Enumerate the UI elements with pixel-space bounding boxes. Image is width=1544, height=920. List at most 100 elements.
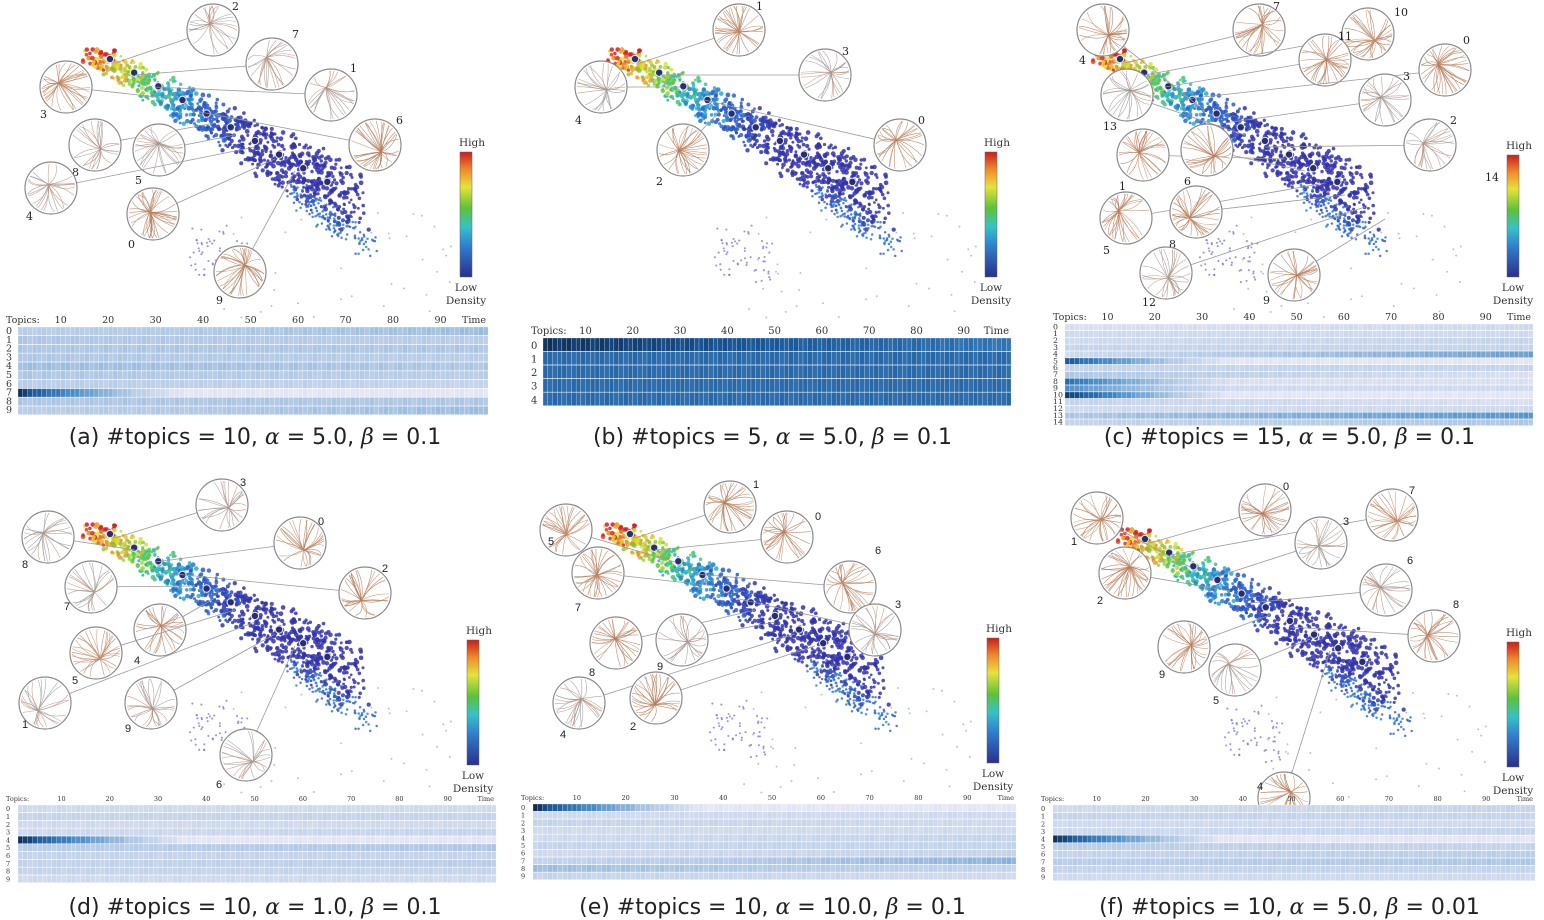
scatter-point <box>200 243 203 246</box>
heatmap-cell <box>112 353 118 362</box>
scatter-point <box>787 158 791 162</box>
scatter-point <box>212 134 216 138</box>
heatmap-cell <box>623 365 629 379</box>
heatmap-cell <box>127 344 133 354</box>
scatter-point <box>817 154 822 159</box>
topic-glyph[interactable]: 9 <box>213 170 296 307</box>
heatmap-cell <box>103 353 109 362</box>
topic-glyph[interactable]: 2 <box>656 110 721 188</box>
topic-glyph[interactable]: 6 <box>194 110 403 172</box>
heatmap-cell <box>774 378 780 393</box>
scatter-point <box>834 186 840 192</box>
scatter-point <box>750 224 753 227</box>
scatter-point <box>672 72 677 77</box>
topic-glyph[interactable]: 2 <box>114 0 240 64</box>
heatmap-cell <box>831 351 837 365</box>
scatter-point <box>865 236 868 240</box>
scatter-point <box>864 178 869 184</box>
scatter-point <box>760 126 763 130</box>
scatter-point <box>311 215 314 219</box>
scatter-point <box>449 245 452 248</box>
heatmap-cell <box>675 392 681 406</box>
scatter-point <box>220 116 226 121</box>
heatmap-cell <box>354 362 360 371</box>
scatter-point <box>724 116 730 121</box>
heatmap-cell <box>741 351 747 365</box>
heatmap-cell <box>426 362 432 371</box>
heatmap-cell <box>335 335 342 345</box>
scatter-point <box>161 92 165 96</box>
heatmap-cell <box>402 370 408 380</box>
scatter-point <box>214 101 218 105</box>
scatter-point <box>841 192 845 196</box>
scatter-point <box>606 58 610 62</box>
heatmap-cell <box>703 392 709 406</box>
scatter-point <box>297 302 299 305</box>
glyph-strand <box>139 142 160 166</box>
scatter-point <box>820 160 825 164</box>
topic-glyph[interactable]: 3 <box>660 45 852 102</box>
topic-glyph[interactable]: 5 <box>132 123 236 187</box>
heatmap-cell <box>345 326 351 336</box>
glyph-strand <box>100 148 119 152</box>
heatmap-cell <box>421 326 427 336</box>
heatmap-cell <box>449 353 455 362</box>
topic-glyph[interactable]: 0 <box>126 158 276 251</box>
topic-glyph[interactable]: 0 <box>699 98 927 172</box>
topic-center <box>226 123 235 132</box>
heatmap-cell <box>193 326 199 336</box>
scatter-point <box>849 186 855 191</box>
heatmap-cell <box>288 326 294 336</box>
heatmap-cell <box>112 388 118 398</box>
topic-center <box>630 54 640 64</box>
scatter-point <box>873 225 877 229</box>
glyph-strand <box>91 120 101 150</box>
scatter-point <box>234 122 240 127</box>
glyph-strand <box>244 264 263 282</box>
topic-glyph[interactable]: 4 <box>24 146 256 223</box>
heatmap-cell <box>618 337 624 352</box>
heatmap-cell <box>388 370 394 380</box>
glyph-label: 6 <box>396 114 403 127</box>
heatmap-cell <box>236 335 242 345</box>
heatmap-cell <box>51 344 57 354</box>
heatmap-cell <box>435 388 441 398</box>
scatter-point <box>868 203 871 207</box>
glyph-strand <box>58 82 74 111</box>
topic-glyph[interactable]: 1 <box>154 62 358 122</box>
heatmap-cell <box>599 351 605 365</box>
scatter-point <box>131 77 137 82</box>
glyph-strand <box>158 142 182 159</box>
scatter-point <box>1111 68 1116 72</box>
scatter-point <box>865 298 868 301</box>
scatter-plot <box>605 47 977 319</box>
glyph-strand <box>675 149 680 174</box>
glyph-strand <box>739 31 757 47</box>
heatmap-cell <box>84 406 90 415</box>
scatter-point <box>872 164 877 170</box>
heatmap-cell <box>464 370 470 380</box>
glyph-strand <box>659 149 680 155</box>
topic-glyph[interactable]: 4 <box>574 60 680 127</box>
scatter-point <box>315 162 320 167</box>
glyph-strand <box>678 149 687 174</box>
glyph-strand <box>365 122 382 153</box>
topic-glyph[interactable]: 3 <box>39 60 176 121</box>
heatmap-cell <box>241 344 247 354</box>
heatmap-cell <box>74 370 80 380</box>
caption-letter: (a) <box>68 425 107 450</box>
heatmap-cell <box>255 335 261 345</box>
scatter-point <box>719 91 724 96</box>
topic-glyph[interactable]: 8 <box>68 118 216 179</box>
scatter-point <box>270 132 275 137</box>
heatmap-cell <box>383 326 389 336</box>
glyph-strand <box>91 148 101 170</box>
scatter-point <box>665 91 671 96</box>
heatmap-cell <box>127 353 133 362</box>
topic-glyph[interactable]: 7 <box>134 28 299 91</box>
scatter-point <box>858 217 861 220</box>
scatter-point <box>291 179 296 183</box>
topic-glyph[interactable]: 1 <box>639 0 766 64</box>
heatmap-cell <box>46 344 52 354</box>
scatter-point <box>839 151 845 156</box>
